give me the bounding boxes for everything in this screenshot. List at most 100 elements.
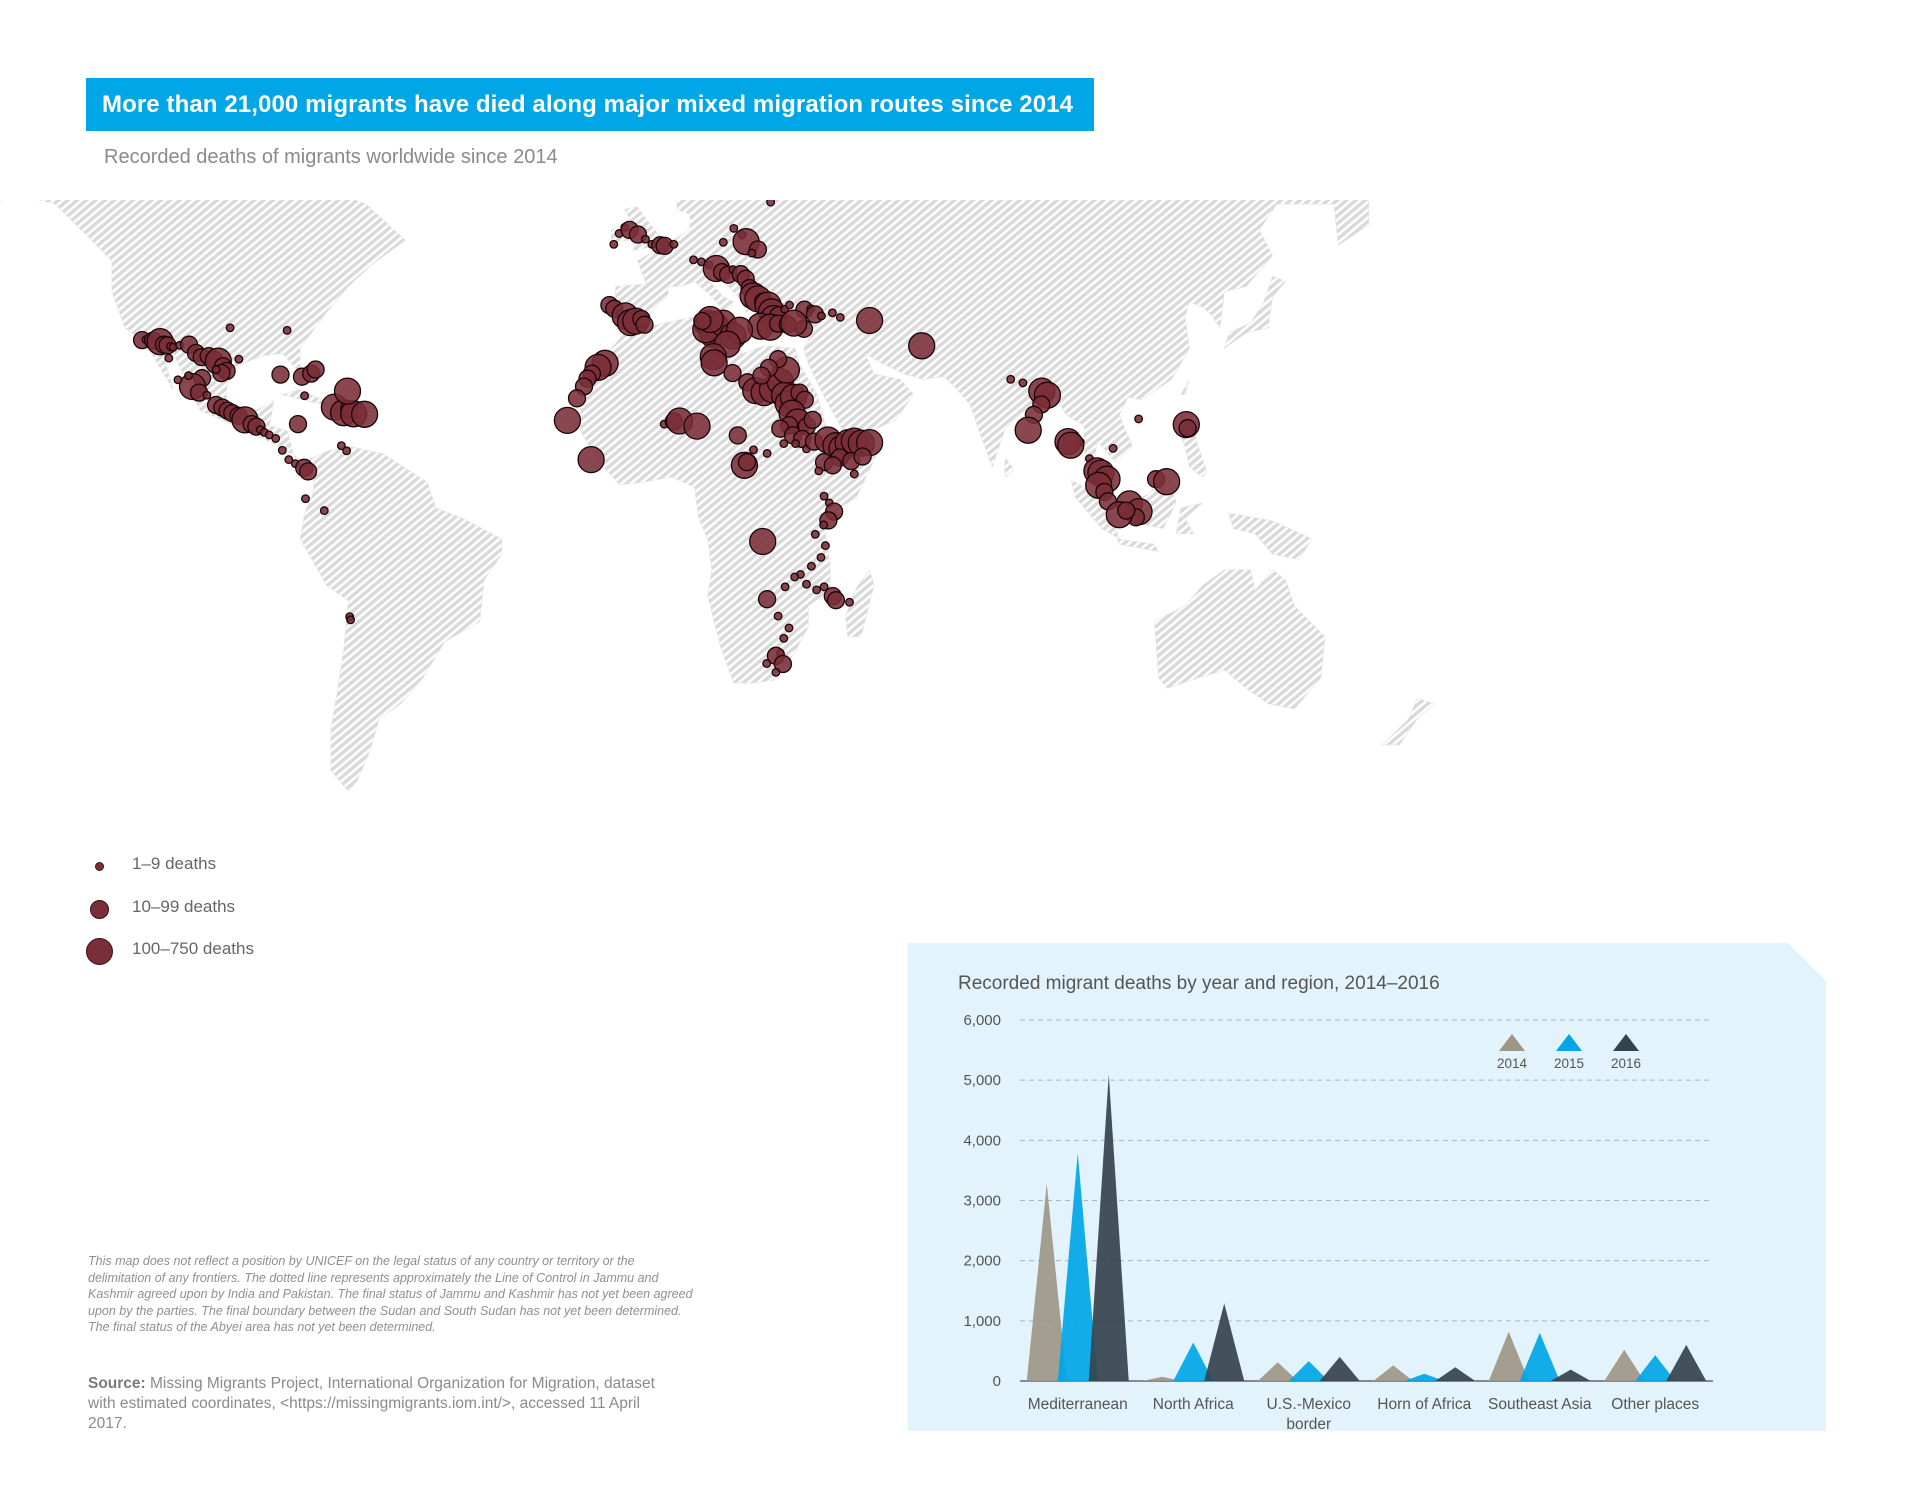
death-marker-small <box>1006 374 1016 384</box>
legend-swatch-2015-icon <box>1556 1034 1582 1051</box>
land-japan <box>1223 275 1287 350</box>
death-marker-small <box>827 308 837 318</box>
y-tick-label: 1,000 <box>963 1313 1001 1330</box>
legend-swatch-2016-icon <box>1613 1034 1639 1051</box>
death-marker-small <box>1134 414 1144 424</box>
death-marker-small <box>762 448 772 458</box>
y-tick-label: 2,000 <box>963 1253 1001 1270</box>
death-marker-medium <box>752 366 771 385</box>
death-marker-small <box>669 239 679 249</box>
land-new-guinea <box>1228 512 1313 560</box>
land-madagascar <box>845 569 875 638</box>
legend-label-2014: 2014 <box>1497 1056 1528 1071</box>
peak-2016 <box>1204 1303 1245 1381</box>
death-marker-small <box>225 323 235 333</box>
death-marker-small <box>779 633 789 643</box>
map-disclaimer: This map does not reflect a position by … <box>88 1254 693 1334</box>
death-marker-small <box>784 623 794 633</box>
y-tick-label: 0 <box>993 1373 1001 1390</box>
death-marker-small <box>819 491 829 501</box>
death-marker-small <box>342 446 352 456</box>
source-note: Source: Missing Migrants Project, Intern… <box>88 1374 668 1434</box>
death-marker-small <box>766 200 776 207</box>
x-category-label: border <box>1286 1416 1331 1431</box>
death-marker-medium <box>567 389 587 408</box>
death-marker-small <box>762 659 772 668</box>
chart-peaks <box>1026 1074 1707 1381</box>
death-marker-small <box>845 597 854 607</box>
death-marker-medium <box>728 426 747 445</box>
peak-2015 <box>1635 1355 1676 1381</box>
x-axis-labels: Mediterranean North Africa U.S.-Mexico bord… <box>1028 1396 1700 1431</box>
peak-2016 <box>1319 1356 1360 1381</box>
death-marker-small <box>164 353 174 363</box>
death-marker-large <box>780 309 808 337</box>
x-category-label: Southeast Asia <box>1488 1396 1592 1413</box>
death-marker-medium <box>773 654 793 674</box>
peak-2016 <box>1435 1367 1476 1381</box>
death-marker-large <box>749 527 777 556</box>
y-axis-ticks: 0 1,000 2,000 3,000 4,000 5,000 6,000 <box>963 1012 1001 1390</box>
peak-2014 <box>1026 1183 1067 1381</box>
legend-item-large: 100–750 deaths <box>84 935 344 965</box>
legend-label-2016: 2016 <box>1611 1056 1641 1071</box>
death-marker-small <box>771 667 781 677</box>
death-marker-large <box>700 349 728 377</box>
death-marker-small <box>820 541 830 551</box>
death-marker-large <box>1014 416 1042 444</box>
death-marker-small <box>300 391 310 401</box>
peak-2014 <box>1488 1331 1529 1381</box>
death-marker-small <box>282 325 292 335</box>
death-marker-medium <box>1178 419 1197 438</box>
death-marker-small <box>749 445 758 455</box>
chart-panel-background <box>908 943 1826 1431</box>
death-marker-small <box>816 552 826 562</box>
death-marker-large <box>683 412 711 440</box>
death-markers <box>132 200 1200 677</box>
peak-2015 <box>1404 1373 1445 1381</box>
legend-label-small: 1–9 deaths <box>132 854 217 873</box>
death-marker-small <box>184 371 193 381</box>
land-taiwan <box>1180 379 1190 395</box>
chart-title: Recorded migrant deaths by year and regi… <box>958 973 1440 994</box>
legend-item-small: 1–9 deaths <box>84 850 344 880</box>
death-marker-small <box>234 354 244 364</box>
legend-label-large: 100–750 deaths <box>132 939 254 958</box>
y-tick-label: 5,000 <box>963 1072 1001 1089</box>
death-marker-medium <box>693 311 712 331</box>
world-map <box>0 200 1436 792</box>
death-marker-small <box>819 520 829 530</box>
death-marker-small <box>806 561 816 571</box>
death-marker-small <box>1018 378 1028 388</box>
y-tick-label: 3,000 <box>963 1193 1001 1210</box>
death-marker-medium <box>635 315 654 334</box>
land-south-america <box>299 445 502 792</box>
death-marker-large <box>1152 468 1181 496</box>
x-category-label: North Africa <box>1153 1396 1234 1413</box>
death-marker-medium <box>823 456 842 475</box>
legend-item-medium: 10–99 deaths <box>84 893 344 923</box>
peak-2015 <box>1173 1342 1214 1381</box>
deaths-by-region-chart: Recorded migrant deaths by year and regi… <box>908 943 1826 1431</box>
legend-large-dot-icon <box>86 938 113 965</box>
legend-small-dot-icon <box>95 862 104 871</box>
x-category-label: Mediterranean <box>1028 1396 1128 1413</box>
death-marker-medium <box>306 360 325 379</box>
death-marker-small <box>849 469 859 479</box>
death-marker-large <box>908 332 936 360</box>
y-tick-label: 6,000 <box>963 1012 1001 1029</box>
death-marker-small <box>211 365 221 374</box>
death-marker-medium <box>737 453 757 472</box>
death-marker-medium <box>1117 501 1136 520</box>
death-marker-small <box>835 312 845 322</box>
death-marker-large <box>577 445 605 474</box>
death-marker-small <box>779 439 789 449</box>
death-marker-small <box>640 234 650 244</box>
death-marker-small <box>336 441 346 451</box>
land-australia <box>1153 569 1326 710</box>
death-marker-small <box>277 445 287 455</box>
death-marker-small <box>301 494 310 504</box>
peak-2016 <box>1666 1344 1707 1381</box>
death-marker-small <box>790 572 800 582</box>
death-marker-small <box>319 506 329 516</box>
